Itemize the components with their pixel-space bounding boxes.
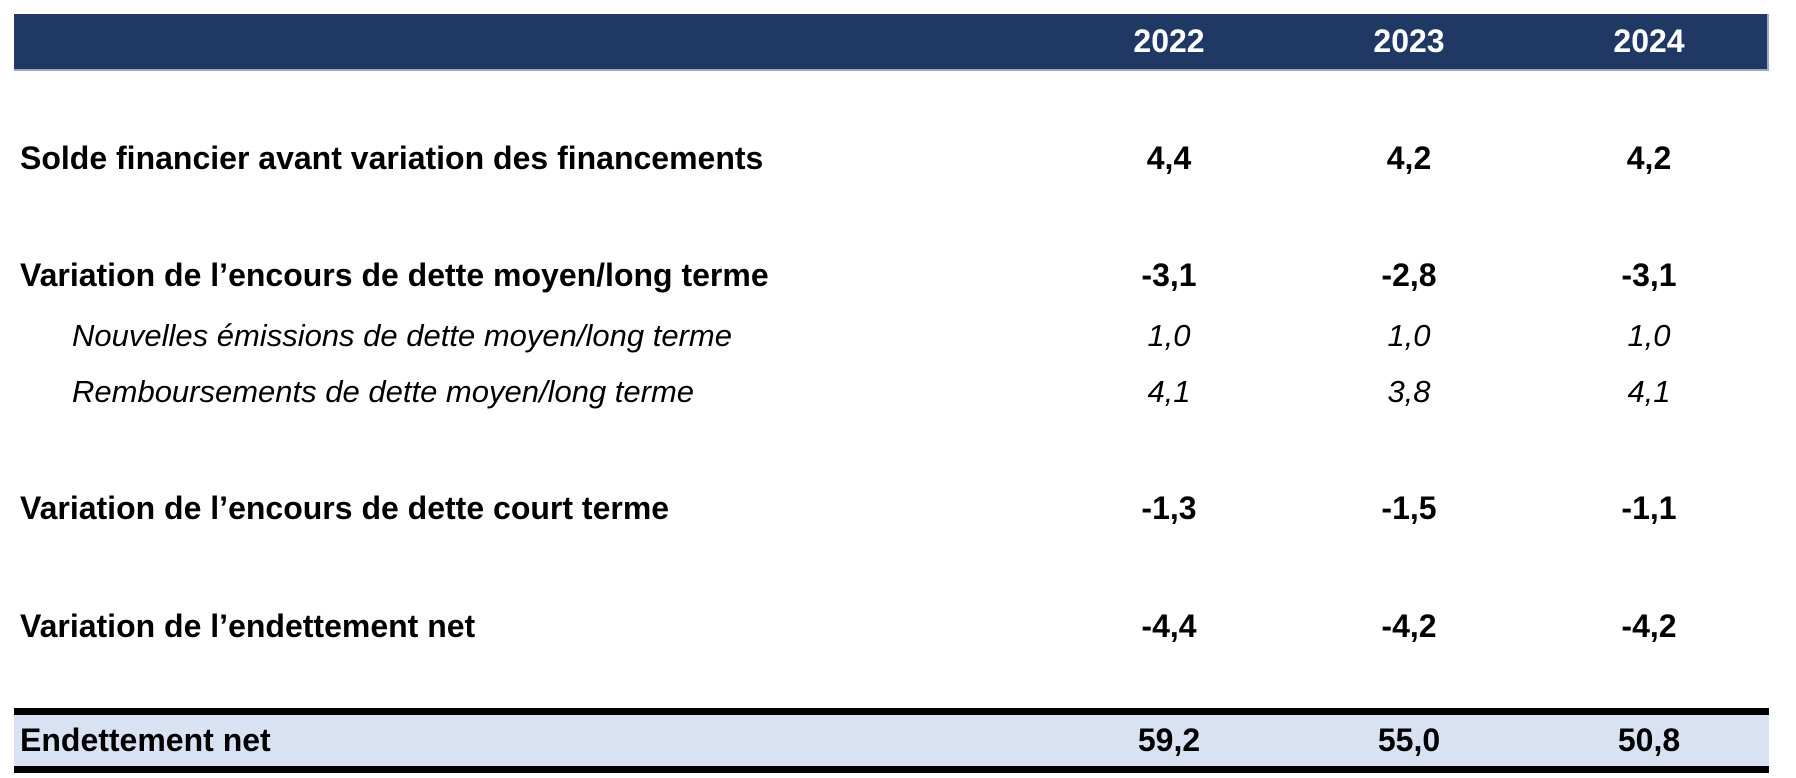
table-row-variation-endettement-net: Variation de l’endettement net -4,4 -4,2… — [14, 604, 1769, 648]
value-cell: 4,1 — [1627, 374, 1671, 409]
table-row-variation-dette-ct: Variation de l’encours de dette court te… — [14, 486, 1769, 530]
value-cell: 4,4 — [1146, 140, 1192, 176]
value-cell: -4,2 — [1621, 608, 1677, 644]
row-label: Variation de l’endettement net — [20, 608, 476, 644]
value-cell: -2,8 — [1381, 257, 1437, 293]
value-cell: -1,3 — [1141, 490, 1197, 526]
row-label: Variation de l’encours de dette court te… — [20, 490, 670, 526]
table-row-remboursements: Remboursements de dette moyen/long terme… — [14, 370, 1769, 414]
table-row-endettement-net-total: Endettement net 59,2 55,0 50,8 — [14, 708, 1769, 773]
row-label: Remboursements de dette moyen/long terme — [72, 374, 695, 409]
total-value-cell: 59,2 — [1137, 722, 1201, 758]
row-label: Variation de l’encours de dette moyen/lo… — [20, 257, 769, 293]
value-cell: 4,2 — [1626, 140, 1672, 176]
value-cell: 1,0 — [1147, 318, 1191, 353]
value-cell: -3,1 — [1141, 257, 1197, 293]
value-cell: 1,0 — [1627, 318, 1671, 353]
year-header-2023: 2023 — [1373, 23, 1445, 59]
year-header-2022: 2022 — [1133, 23, 1205, 59]
table-row-solde-financier: Solde financier avant variation des fina… — [14, 136, 1769, 180]
row-label: Nouvelles émissions de dette moyen/long … — [72, 318, 732, 353]
value-cell: -4,4 — [1141, 608, 1197, 644]
value-cell: -4,2 — [1381, 608, 1437, 644]
total-value-cell: 50,8 — [1617, 722, 1681, 758]
value-cell: 4,2 — [1386, 140, 1432, 176]
value-cell: 1,0 — [1387, 318, 1431, 353]
value-cell: 3,8 — [1387, 374, 1431, 409]
table-row-variation-dette-mlt: Variation de l’encours de dette moyen/lo… — [14, 253, 1769, 297]
value-cell: -1,1 — [1621, 490, 1677, 526]
value-cell: -3,1 — [1621, 257, 1677, 293]
year-header-2024: 2024 — [1613, 23, 1685, 59]
row-label: Solde financier avant variation des fina… — [20, 140, 764, 176]
total-row-label: Endettement net — [20, 722, 271, 758]
table-header-row: 2022 2023 2024 — [14, 14, 1769, 71]
value-cell: -1,5 — [1381, 490, 1437, 526]
total-value-cell: 55,0 — [1377, 722, 1441, 758]
value-cell: 4,1 — [1147, 374, 1191, 409]
table-row-nouvelles-emissions: Nouvelles émissions de dette moyen/long … — [14, 314, 1769, 358]
